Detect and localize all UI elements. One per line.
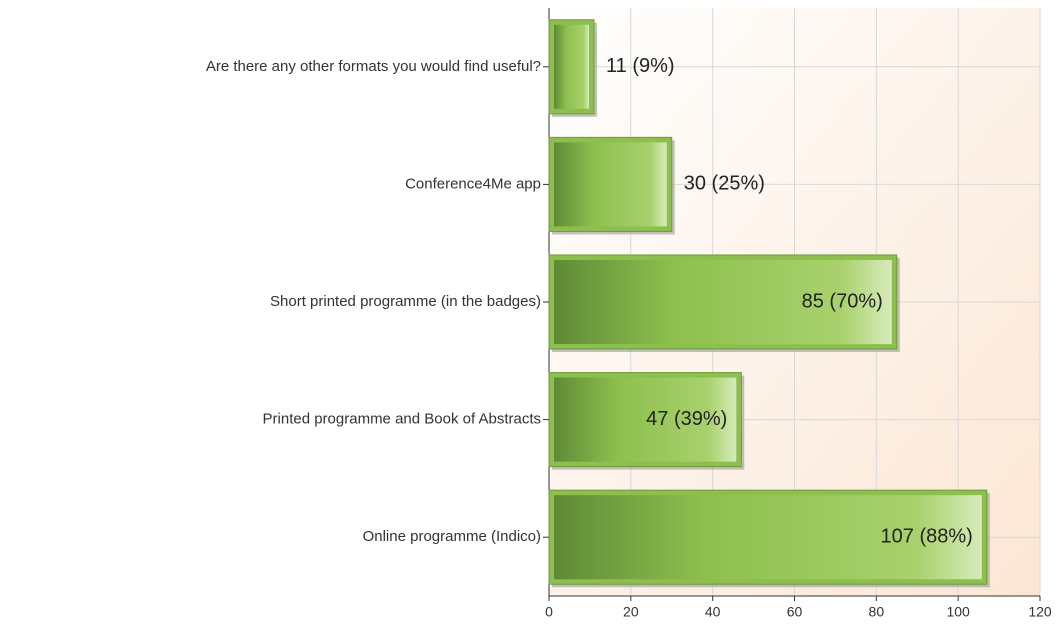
bar-inner [554,142,667,227]
x-tick-label: 0 [545,604,553,620]
bar-inner [554,259,892,345]
y-tick-label: Online programme (Indico) [363,528,541,545]
data-label: 30 (25%) [684,173,765,195]
y-tick-label: Short printed programme (in the badges) [270,293,541,310]
x-tick-label: 80 [869,604,885,620]
y-tick-label: Printed programme and Book of Abstracts [263,411,541,428]
x-tick-label: 40 [705,604,721,620]
bar-inner [554,495,982,580]
x-tick-label: 120 [1028,604,1052,620]
data-label: 11 (9%) [606,55,675,77]
x-tick-label: 100 [946,604,970,620]
x-tick-label: 60 [787,604,803,620]
bar-inner [554,377,737,462]
bar-inner [554,24,590,109]
x-tick-label: 20 [623,604,639,620]
y-tick-label: Are there any other formats you would fi… [206,58,541,75]
data-label: 47 (39%) [646,408,727,430]
y-tick-label: Conference4Me app [405,175,541,192]
data-label: 85 (70%) [802,290,883,312]
data-label: 107 (88%) [881,525,973,547]
